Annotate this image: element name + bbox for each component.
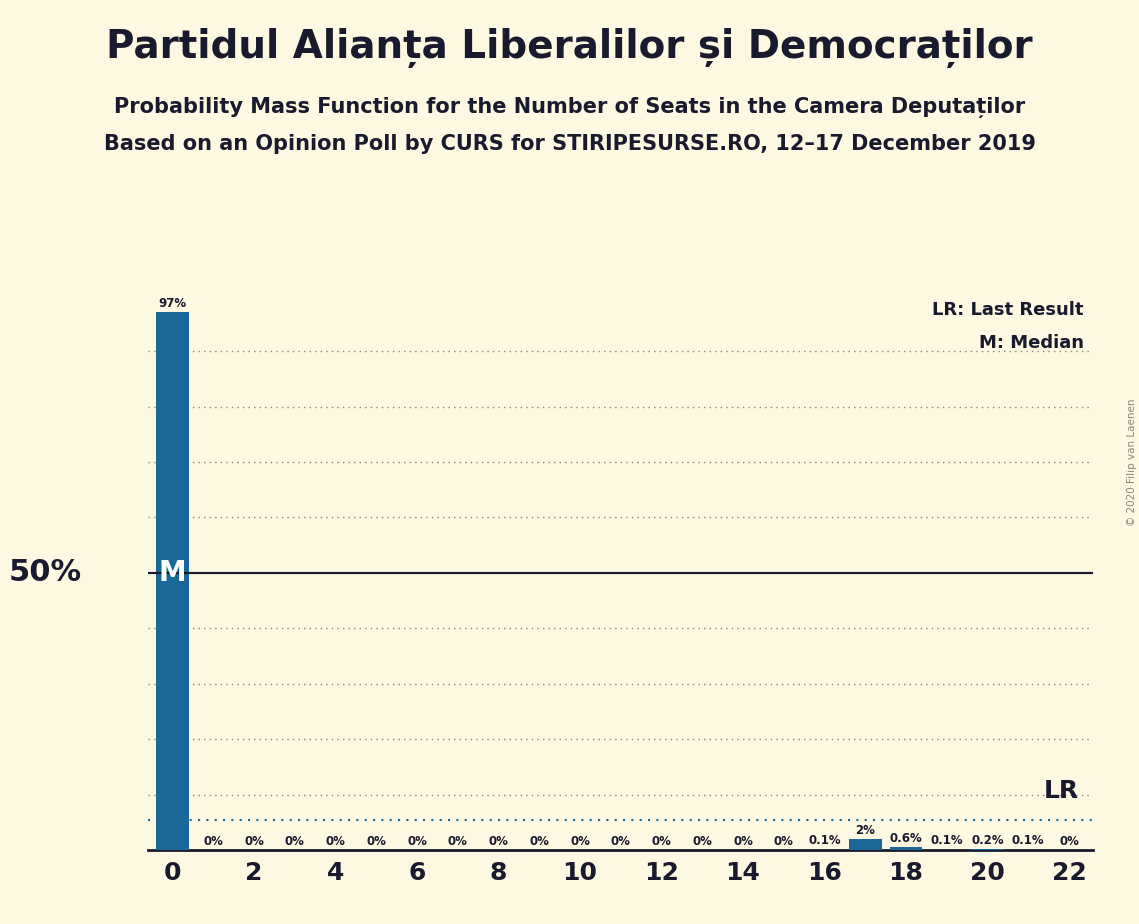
Text: 0%: 0%	[652, 835, 672, 848]
Text: LR: LR	[1043, 779, 1079, 803]
Bar	[890, 846, 923, 850]
Text: 0%: 0%	[407, 835, 427, 848]
Text: 0.6%: 0.6%	[890, 832, 923, 845]
Text: 0%: 0%	[326, 835, 345, 848]
Text: M: Median: M: Median	[980, 334, 1084, 352]
Text: 0.2%: 0.2%	[972, 833, 1003, 846]
Text: 0%: 0%	[570, 835, 590, 848]
Text: 0%: 0%	[773, 835, 794, 848]
Text: Partidul Alianța Liberalilor și Democraților: Partidul Alianța Liberalilor și Democraț…	[106, 28, 1033, 67]
Text: Probability Mass Function for the Number of Seats in the Camera Deputaților: Probability Mass Function for the Number…	[114, 97, 1025, 118]
Text: 2%: 2%	[855, 824, 875, 837]
Text: 0%: 0%	[611, 835, 631, 848]
Text: 97%: 97%	[158, 298, 187, 310]
Text: 0.1%: 0.1%	[809, 834, 841, 847]
Text: 0%: 0%	[367, 835, 386, 848]
Text: 0%: 0%	[204, 835, 223, 848]
Text: 0%: 0%	[285, 835, 305, 848]
Text: © 2020 Filip van Laenen: © 2020 Filip van Laenen	[1126, 398, 1137, 526]
Text: 0%: 0%	[693, 835, 712, 848]
Text: Based on an Opinion Poll by CURS for STIRIPESURSE.RO, 12–17 December 2019: Based on an Opinion Poll by CURS for STI…	[104, 134, 1035, 154]
Text: M: M	[158, 559, 187, 587]
Bar	[156, 312, 189, 850]
Text: LR: Last Result: LR: Last Result	[933, 301, 1084, 319]
Text: 0%: 0%	[1059, 835, 1079, 848]
Text: 0.1%: 0.1%	[1011, 834, 1044, 847]
Text: 50%: 50%	[9, 558, 82, 588]
Text: 0%: 0%	[448, 835, 468, 848]
Bar	[972, 849, 1003, 850]
Text: 0%: 0%	[489, 835, 508, 848]
Text: 0%: 0%	[244, 835, 264, 848]
Bar	[849, 839, 882, 850]
Text: 0.1%: 0.1%	[931, 834, 964, 847]
Text: 0%: 0%	[530, 835, 549, 848]
Text: 0%: 0%	[734, 835, 753, 848]
